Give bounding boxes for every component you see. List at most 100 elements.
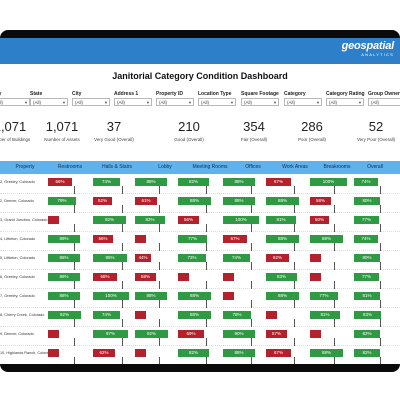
score-bar[interactable]: 88%: [48, 235, 80, 243]
score-bar[interactable]: [135, 235, 146, 243]
score-bar[interactable]: [266, 311, 277, 319]
score-bar[interactable]: 78%: [223, 311, 251, 319]
score-bar[interactable]: [310, 254, 321, 262]
filter-select[interactable]: (All)▼: [326, 98, 364, 106]
table-row[interactable]: 6, Greeley, Colorado 88% 68% 58% 83% 77%: [0, 270, 400, 289]
score-bar[interactable]: 88%: [48, 273, 80, 281]
score-bar[interactable]: 80%: [354, 254, 380, 262]
score-bar[interactable]: 74%: [223, 254, 250, 262]
score-bar[interactable]: 61%: [135, 197, 157, 205]
score-bar[interactable]: 77%: [310, 292, 338, 300]
score-bar[interactable]: 74%: [93, 311, 120, 319]
score-bar[interactable]: 62%: [266, 254, 289, 262]
score-bar[interactable]: 88%: [223, 197, 255, 205]
brand-logo[interactable]: geospatial ANALYTICS: [342, 40, 395, 57]
score-bar[interactable]: 77%: [178, 235, 207, 243]
score-bar[interactable]: [310, 330, 321, 338]
score-bar[interactable]: 92%: [93, 216, 126, 224]
score-bar[interactable]: 88%: [48, 254, 80, 262]
score-bar[interactable]: 68%: [93, 273, 117, 281]
score-bar[interactable]: 88%: [135, 178, 167, 186]
score-bar[interactable]: [223, 273, 234, 281]
table-row[interactable]: 9, Denver, Colorado 97% 92% 69% 90% 57% 82%: [0, 327, 400, 346]
score-bar[interactable]: 88%: [310, 235, 343, 243]
column-header[interactable]: Property: [15, 164, 35, 170]
score-bar[interactable]: 62%: [93, 349, 115, 357]
score-bar[interactable]: 81%: [354, 292, 380, 300]
score-bar[interactable]: 95%: [93, 254, 127, 262]
filter-select[interactable]: (All)▼: [114, 98, 152, 106]
score-bar[interactable]: 66%: [48, 178, 72, 186]
column-header[interactable]: Breakrooms: [323, 164, 351, 170]
score-bar[interactable]: 58%: [310, 197, 331, 205]
score-bar[interactable]: 97%: [93, 330, 128, 338]
score-bar[interactable]: 52%: [93, 197, 112, 205]
score-bar[interactable]: 92%: [135, 330, 168, 338]
score-bar[interactable]: 81%: [266, 216, 296, 224]
score-bar[interactable]: 67%: [266, 349, 291, 357]
column-header[interactable]: Restrooms: [57, 164, 83, 170]
score-bar[interactable]: 88%: [266, 292, 299, 300]
filter-select[interactable]: (All)▼: [30, 98, 68, 106]
score-bar[interactable]: 77%: [354, 273, 379, 281]
score-bar[interactable]: 92%: [48, 311, 81, 319]
score-bar[interactable]: 83%: [266, 273, 297, 281]
score-bar[interactable]: 88%: [178, 197, 211, 205]
score-bar[interactable]: 90%: [223, 330, 255, 338]
score-bar[interactable]: 74%: [354, 235, 378, 243]
score-bar[interactable]: 57%: [266, 330, 287, 338]
score-bar[interactable]: 79%: [48, 197, 76, 205]
score-bar[interactable]: 88%: [135, 292, 167, 300]
table-row[interactable]: 2, Denver, Colorado 79% 52% 61% 88% 88% 88% 58%…: [0, 194, 400, 213]
score-bar[interactable]: 80%: [354, 197, 380, 205]
score-bar[interactable]: 88%: [310, 349, 343, 357]
score-bar[interactable]: 69%: [178, 330, 204, 338]
table-row[interactable]: 5, Littleton, Colorado 88% 95% 44% 73% 74% 62%…: [0, 251, 400, 270]
score-bar[interactable]: 77%: [354, 216, 379, 224]
score-bar[interactable]: 88%: [223, 349, 255, 357]
column-header[interactable]: Halls & Stairs: [101, 164, 132, 170]
score-bar[interactable]: 88%: [266, 235, 299, 243]
score-bar[interactable]: 82%: [178, 349, 209, 357]
score-bar[interactable]: 73%: [178, 254, 206, 262]
score-bar[interactable]: [135, 349, 146, 357]
score-bar[interactable]: [310, 273, 321, 281]
score-bar[interactable]: 82%: [354, 349, 380, 357]
table-row[interactable]: 10, Highlands Ranch, Colorado 62% 82% 88% 67…: [0, 346, 400, 364]
score-bar[interactable]: 81%: [310, 311, 340, 319]
score-bar[interactable]: 67%: [266, 178, 291, 186]
column-header[interactable]: Work Areas: [282, 164, 308, 170]
table-row[interactable]: 3, Grand Junction, Colorado 92% 82% 56% 100%…: [0, 213, 400, 232]
score-bar[interactable]: 88%: [178, 311, 211, 319]
score-bar[interactable]: 82%: [354, 330, 380, 338]
score-bar[interactable]: 82%: [135, 216, 165, 224]
score-bar[interactable]: [48, 330, 59, 338]
column-header[interactable]: Meeting Rooms: [192, 164, 228, 170]
score-bar[interactable]: 56%: [93, 235, 113, 243]
score-bar[interactable]: 88%: [178, 292, 211, 300]
score-bar[interactable]: 100%: [310, 178, 347, 186]
score-bar[interactable]: [48, 349, 59, 357]
score-bar[interactable]: 74%: [93, 178, 120, 186]
table-row[interactable]: 2, Greeley, Colorado 66% 74% 88% 82% 88% 67% 10…: [0, 175, 400, 194]
score-bar[interactable]: 74%: [354, 178, 378, 186]
column-header[interactable]: Overall: [367, 164, 383, 170]
filter-select[interactable]: (All)▼: [0, 98, 30, 106]
score-bar[interactable]: [135, 311, 146, 319]
score-bar[interactable]: 67%: [223, 235, 247, 243]
score-bar[interactable]: 88%: [266, 197, 299, 205]
score-bar[interactable]: 83%: [354, 311, 381, 319]
score-bar[interactable]: 100%: [223, 216, 259, 224]
column-header[interactable]: Lobby: [158, 164, 172, 170]
filter-select[interactable]: (All)▼: [72, 98, 110, 106]
filter-select[interactable]: (All)▼: [284, 98, 322, 106]
score-bar[interactable]: [223, 292, 234, 300]
table-row[interactable]: 7, Greeley, Colorado 88% 100% 88% 88% 88% 77% 8…: [0, 289, 400, 308]
score-bar[interactable]: 100%: [93, 292, 129, 300]
score-bar[interactable]: [48, 216, 59, 224]
score-bar[interactable]: 88%: [48, 292, 80, 300]
table-row[interactable]: 4, Littleton, Colorado 88% 56% 77% 67% 88% 88%…: [0, 232, 400, 251]
score-bar[interactable]: 88%: [223, 178, 255, 186]
score-bar[interactable]: 56%: [178, 216, 199, 224]
score-bar[interactable]: 58%: [135, 273, 156, 281]
